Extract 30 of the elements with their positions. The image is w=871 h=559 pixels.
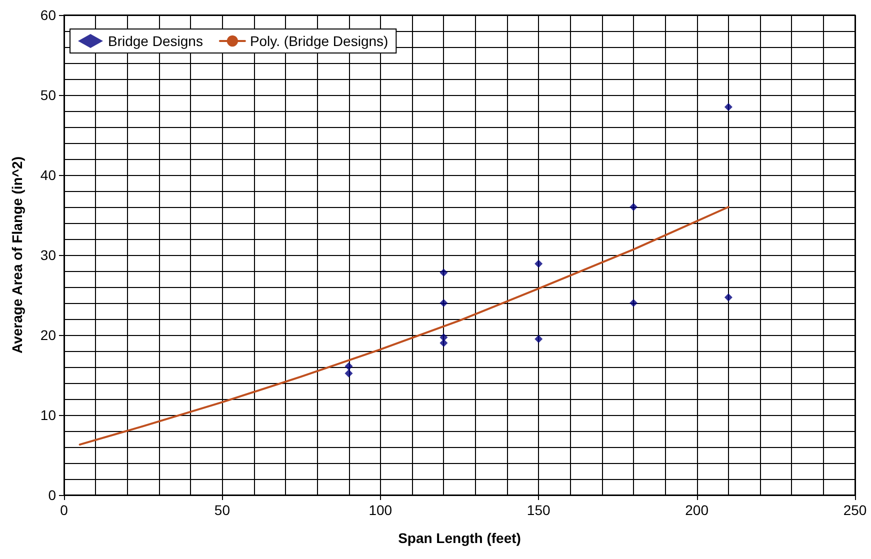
point (630, 203, 638, 211)
point (724, 293, 732, 302)
y-tick-label: 30 (40, 247, 56, 263)
point (534, 335, 543, 343)
y-axis-title: Average Area of Flange (in^2) (9, 156, 25, 354)
x-tick-label: 50 (214, 502, 230, 518)
legend-label: Bridge Designs (108, 33, 203, 49)
point (440, 268, 448, 277)
point (344, 362, 353, 370)
x-tick-label: 150 (526, 502, 550, 518)
line-series (78, 206, 730, 446)
x-tick-label: 100 (368, 502, 392, 518)
legend-label: Poly. (Bridge Designs) (250, 33, 388, 49)
y-tick-label: 60 (40, 7, 56, 23)
point (630, 299, 638, 307)
point (344, 369, 353, 378)
y-tick-label: 20 (40, 327, 56, 343)
point (440, 339, 448, 347)
y-tick-label: 10 (40, 407, 56, 423)
x-tick-label: 200 (685, 502, 709, 518)
x-tick-label: 250 (843, 502, 867, 518)
x-axis-title: Span Length (feet) (398, 530, 521, 546)
x-tick-label: 0 (60, 502, 68, 518)
y-tick-label: 50 (40, 87, 56, 103)
y-tick-label: 40 (40, 167, 56, 183)
point (440, 299, 448, 307)
point (724, 103, 732, 111)
point (440, 333, 448, 342)
point (534, 260, 543, 268)
y-tick-label: 0 (48, 487, 56, 503)
